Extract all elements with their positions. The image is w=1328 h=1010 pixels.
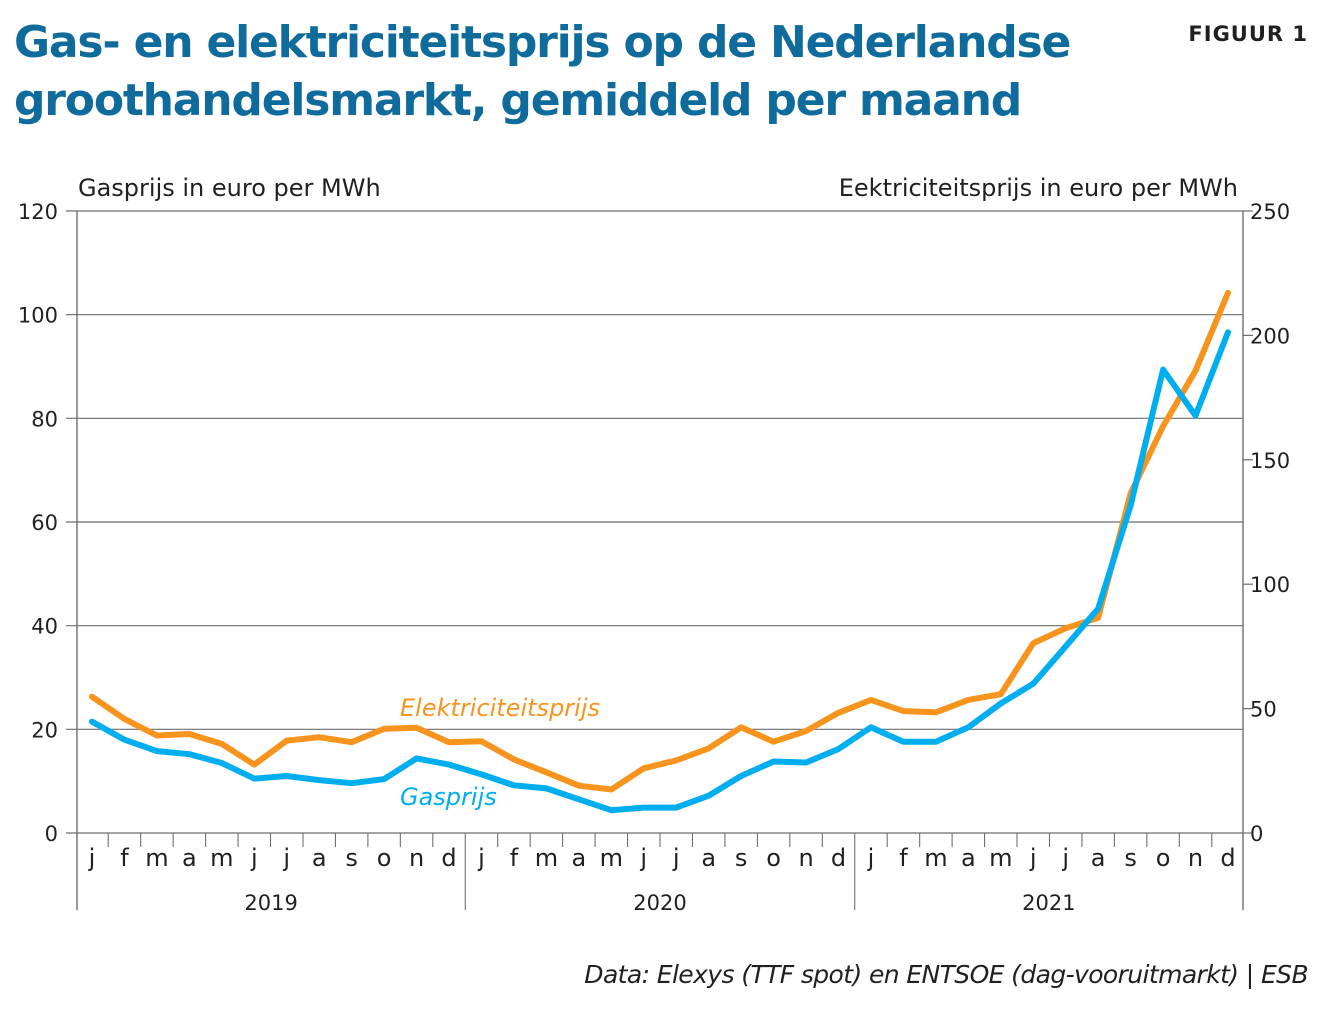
electricity-series-label: Elektriciteitsprijs: [400, 694, 600, 722]
month-label: j: [1061, 844, 1069, 872]
month-label: a: [182, 844, 197, 872]
right-axis-title: Eektriciteitsprijs in euro per MWh: [839, 174, 1238, 202]
year-label: 2021: [1022, 891, 1075, 915]
left-tick-label: 120: [18, 200, 58, 224]
month-label: s: [1124, 844, 1137, 872]
right-tick-label: 0: [1250, 822, 1263, 846]
month-label: a: [312, 844, 327, 872]
month-label: j: [250, 844, 258, 872]
month-label: m: [989, 844, 1012, 872]
month-label: o: [377, 844, 392, 872]
month-label: n: [1188, 844, 1203, 872]
month-label: f: [899, 844, 908, 872]
right-axis-ticks: 0 50 100 150 200 250: [1243, 200, 1290, 846]
month-label: j: [672, 844, 680, 872]
month-label: a: [701, 844, 716, 872]
left-tick-label: 60: [31, 511, 58, 535]
left-tick-label: 100: [18, 304, 58, 328]
series: [89, 289, 1231, 814]
right-tick-label: 200: [1250, 324, 1290, 348]
month-label: f: [120, 844, 129, 872]
month-label: j: [282, 844, 290, 872]
year-label: 2020: [633, 891, 686, 915]
month-label: m: [145, 844, 168, 872]
month-label: s: [345, 844, 358, 872]
month-label: s: [735, 844, 748, 872]
figure-label: FIGUUR 1: [1188, 22, 1308, 46]
left-axis-title: Gasprijs in euro per MWh: [78, 174, 381, 202]
left-axis-ticks: 0 20 40 60 80 100 120: [18, 200, 58, 846]
month-label: j: [639, 844, 647, 872]
month-label: a: [961, 844, 976, 872]
right-tick-label: 50: [1250, 698, 1277, 722]
month-label: n: [798, 844, 813, 872]
source-note: Data: Elexys (TTF spot) en ENTSOE (dag-v…: [584, 960, 1308, 989]
right-tick-label: 100: [1250, 573, 1290, 597]
year-label: 2019: [244, 891, 297, 915]
month-label: f: [510, 844, 519, 872]
right-tick-label: 150: [1250, 449, 1290, 473]
month-label: a: [571, 844, 586, 872]
month-label: j: [867, 844, 875, 872]
axes: [76, 211, 1244, 910]
month-label: m: [924, 844, 947, 872]
gas-price-line: [89, 329, 1231, 814]
month-label: m: [210, 844, 233, 872]
month-label: o: [766, 844, 781, 872]
month-label: o: [1156, 844, 1171, 872]
chart-title: Gas- en elektriciteitsprijs op de Nederl…: [14, 17, 1071, 126]
gridlines: [66, 210, 1243, 834]
left-tick-label: 80: [31, 407, 58, 431]
month-label: m: [600, 844, 623, 872]
left-tick-label: 40: [31, 615, 58, 639]
month-label: d: [1220, 844, 1235, 872]
left-tick-label: 0: [45, 822, 58, 846]
month-label: j: [477, 844, 485, 872]
electricity-price-line: [89, 289, 1231, 793]
month-label: d: [831, 844, 846, 872]
month-label: m: [535, 844, 558, 872]
month-label: j: [88, 844, 96, 872]
left-tick-label: 20: [31, 718, 58, 742]
gas-series-label: Gasprijs: [400, 783, 497, 811]
x-axis-ticks: j f m a m j j a s o n d j f m a m j j a s o n d j f m a m j j a s o n d2019…: [88, 833, 1236, 915]
month-label: j: [1029, 844, 1037, 872]
right-tick-label: 250: [1250, 200, 1290, 224]
month-label: a: [1091, 844, 1106, 872]
month-label: d: [441, 844, 456, 872]
month-label: n: [409, 844, 424, 872]
